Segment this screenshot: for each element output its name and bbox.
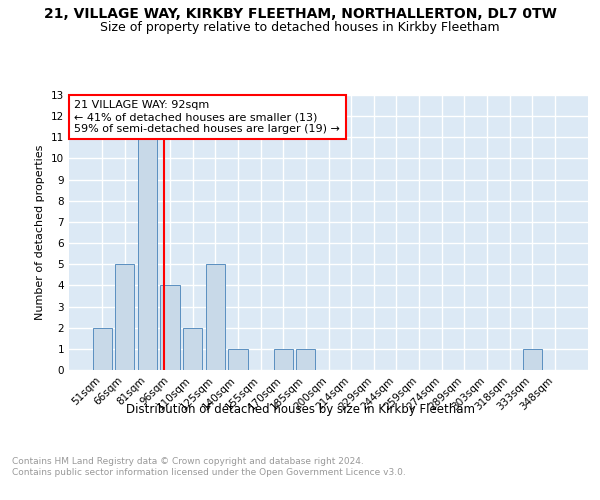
- Bar: [296, 349, 316, 370]
- Bar: [160, 286, 180, 370]
- Bar: [274, 349, 293, 370]
- Bar: [92, 328, 112, 370]
- Bar: [115, 264, 134, 370]
- Text: 21, VILLAGE WAY, KIRKBY FLEETHAM, NORTHALLERTON, DL7 0TW: 21, VILLAGE WAY, KIRKBY FLEETHAM, NORTHA…: [44, 8, 556, 22]
- Bar: [183, 328, 202, 370]
- Text: 21 VILLAGE WAY: 92sqm
← 41% of detached houses are smaller (13)
59% of semi-deta: 21 VILLAGE WAY: 92sqm ← 41% of detached …: [74, 100, 340, 134]
- Y-axis label: Number of detached properties: Number of detached properties: [35, 145, 46, 320]
- Bar: [523, 349, 542, 370]
- Bar: [206, 264, 225, 370]
- Bar: [138, 138, 157, 370]
- Text: Size of property relative to detached houses in Kirkby Fleetham: Size of property relative to detached ho…: [100, 21, 500, 34]
- Text: Distribution of detached houses by size in Kirkby Fleetham: Distribution of detached houses by size …: [125, 402, 475, 415]
- Bar: [229, 349, 248, 370]
- Text: Contains HM Land Registry data © Crown copyright and database right 2024.
Contai: Contains HM Land Registry data © Crown c…: [12, 458, 406, 477]
